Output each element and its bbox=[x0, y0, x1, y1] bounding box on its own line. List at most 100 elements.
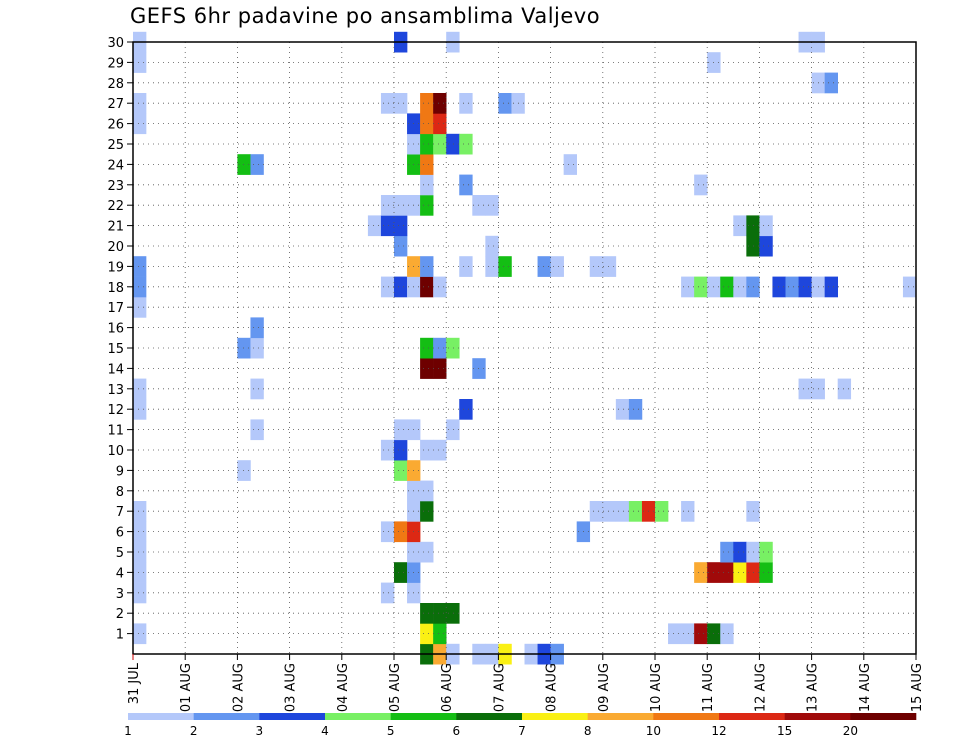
heatmap-cell bbox=[133, 501, 147, 522]
heatmap-cell bbox=[759, 235, 773, 257]
heatmap-cell bbox=[380, 93, 395, 114]
heatmap-cell bbox=[394, 93, 408, 114]
heatmap-cell bbox=[446, 133, 460, 155]
heatmap-cell bbox=[394, 562, 408, 583]
legend-swatch bbox=[390, 713, 457, 720]
heatmap-cell bbox=[759, 215, 773, 237]
heatmap-cell bbox=[759, 541, 773, 563]
cells-layer bbox=[133, 31, 917, 665]
heatmap-cell bbox=[628, 399, 643, 420]
x-tick-label: 03 AUG bbox=[284, 663, 299, 712]
heatmap-cell bbox=[250, 317, 264, 339]
heatmap-cell bbox=[589, 256, 604, 277]
y-tick-label: 6 bbox=[116, 526, 124, 541]
heatmap-cell bbox=[394, 521, 408, 543]
y-tick-label: 26 bbox=[107, 118, 124, 133]
heatmap-cell bbox=[394, 276, 408, 298]
heatmap-cell bbox=[459, 174, 473, 196]
heatmap-cell bbox=[133, 297, 147, 318]
heatmap-cell bbox=[498, 256, 512, 277]
y-tick-label: 7 bbox=[116, 505, 124, 520]
legend-label: 15 bbox=[777, 724, 792, 738]
heatmap-cell bbox=[485, 256, 499, 277]
heatmap-cell bbox=[694, 562, 708, 583]
heatmap-cell bbox=[433, 276, 447, 298]
heatmap-cell bbox=[133, 541, 147, 563]
y-tick-label: 27 bbox=[107, 97, 124, 112]
legend-swatch bbox=[128, 713, 194, 720]
legend-swatch bbox=[193, 713, 260, 720]
x-tick-label: 08 AUG bbox=[545, 663, 560, 712]
heatmap-cell bbox=[733, 562, 747, 583]
heatmap-cell bbox=[420, 501, 434, 522]
heatmap-cell bbox=[420, 133, 434, 155]
heatmap-cell bbox=[237, 154, 251, 175]
y-tick-label: 20 bbox=[107, 240, 124, 255]
legend-swatch bbox=[325, 713, 391, 720]
x-tick-label: 06 AUG bbox=[440, 663, 455, 712]
heatmap-cell bbox=[420, 113, 434, 135]
heatmap-cell bbox=[394, 439, 408, 461]
heatmap-cell bbox=[772, 276, 786, 298]
legend-label: 6 bbox=[453, 724, 461, 738]
legend-label: 5 bbox=[387, 724, 395, 738]
heatmap-cell bbox=[420, 480, 434, 502]
legend-swatch bbox=[456, 713, 523, 720]
heatmap-cell bbox=[798, 378, 812, 400]
heatmap-cell bbox=[694, 623, 708, 645]
color-legend: 1 2 3 4 5 6 7 8 10 12 15 20 bbox=[124, 713, 917, 738]
heatmap-cell bbox=[380, 439, 395, 461]
heatmap-cell bbox=[837, 378, 852, 400]
legend-label: 2 bbox=[190, 724, 198, 738]
heatmap-cell bbox=[133, 562, 147, 583]
x-tick-label: 04 AUG bbox=[336, 663, 351, 712]
y-tick-label: 14 bbox=[107, 362, 124, 377]
heatmap-cell bbox=[433, 623, 447, 645]
heatmap-cell bbox=[615, 399, 630, 420]
heatmap-cell bbox=[459, 399, 473, 420]
y-tick-label: 4 bbox=[116, 566, 124, 581]
y-tick-label: 17 bbox=[107, 301, 124, 316]
heatmap-cell bbox=[459, 133, 473, 155]
y-tick-label: 16 bbox=[107, 322, 124, 337]
y-tick-label: 21 bbox=[107, 220, 124, 235]
heatmap-cell bbox=[250, 154, 264, 175]
heatmap-cell bbox=[720, 276, 734, 298]
heatmap-cell bbox=[433, 133, 447, 155]
heatmap-cell bbox=[420, 256, 434, 277]
y-tick-label: 2 bbox=[116, 607, 124, 622]
legend-label: 7 bbox=[518, 724, 526, 738]
heatmap-cell bbox=[420, 541, 434, 563]
legend-label: 1 bbox=[124, 724, 132, 738]
y-tick-label: 18 bbox=[107, 281, 124, 296]
y-tick-label: 5 bbox=[116, 546, 124, 561]
heatmap-cell bbox=[446, 603, 460, 624]
heatmap-cell bbox=[133, 582, 147, 604]
heatmap-cell bbox=[694, 276, 708, 298]
x-tick-label: 09 AUG bbox=[597, 663, 612, 712]
y-tick-label: 19 bbox=[107, 260, 124, 275]
heatmap-cell bbox=[237, 337, 251, 359]
heatmap-cell bbox=[759, 562, 773, 583]
heatmap-cell bbox=[602, 256, 617, 277]
legend-swatch bbox=[259, 713, 326, 720]
heatmap-cell bbox=[380, 582, 395, 604]
heatmap-cell bbox=[133, 256, 147, 277]
y-tick-label: 1 bbox=[116, 628, 124, 643]
heatmap-cell bbox=[720, 623, 734, 645]
heatmap-cell bbox=[250, 419, 264, 441]
y-tick-label: 29 bbox=[107, 56, 124, 71]
legend-swatch bbox=[522, 713, 588, 720]
heatmap-cell bbox=[550, 256, 564, 277]
heatmap-cell bbox=[537, 256, 551, 277]
x-tick-label: 13 AUG bbox=[806, 663, 821, 712]
heatmap-cell bbox=[420, 337, 434, 359]
y-tick-label: 22 bbox=[107, 199, 124, 214]
heatmap-cell bbox=[133, 521, 147, 543]
heatmap-cell bbox=[602, 501, 617, 522]
y-tick-label: 8 bbox=[116, 485, 124, 500]
heatmap-cell bbox=[133, 623, 147, 645]
heatmap-cell bbox=[380, 276, 395, 298]
heatmap-cell bbox=[785, 276, 799, 298]
heatmap-cell bbox=[433, 337, 447, 359]
